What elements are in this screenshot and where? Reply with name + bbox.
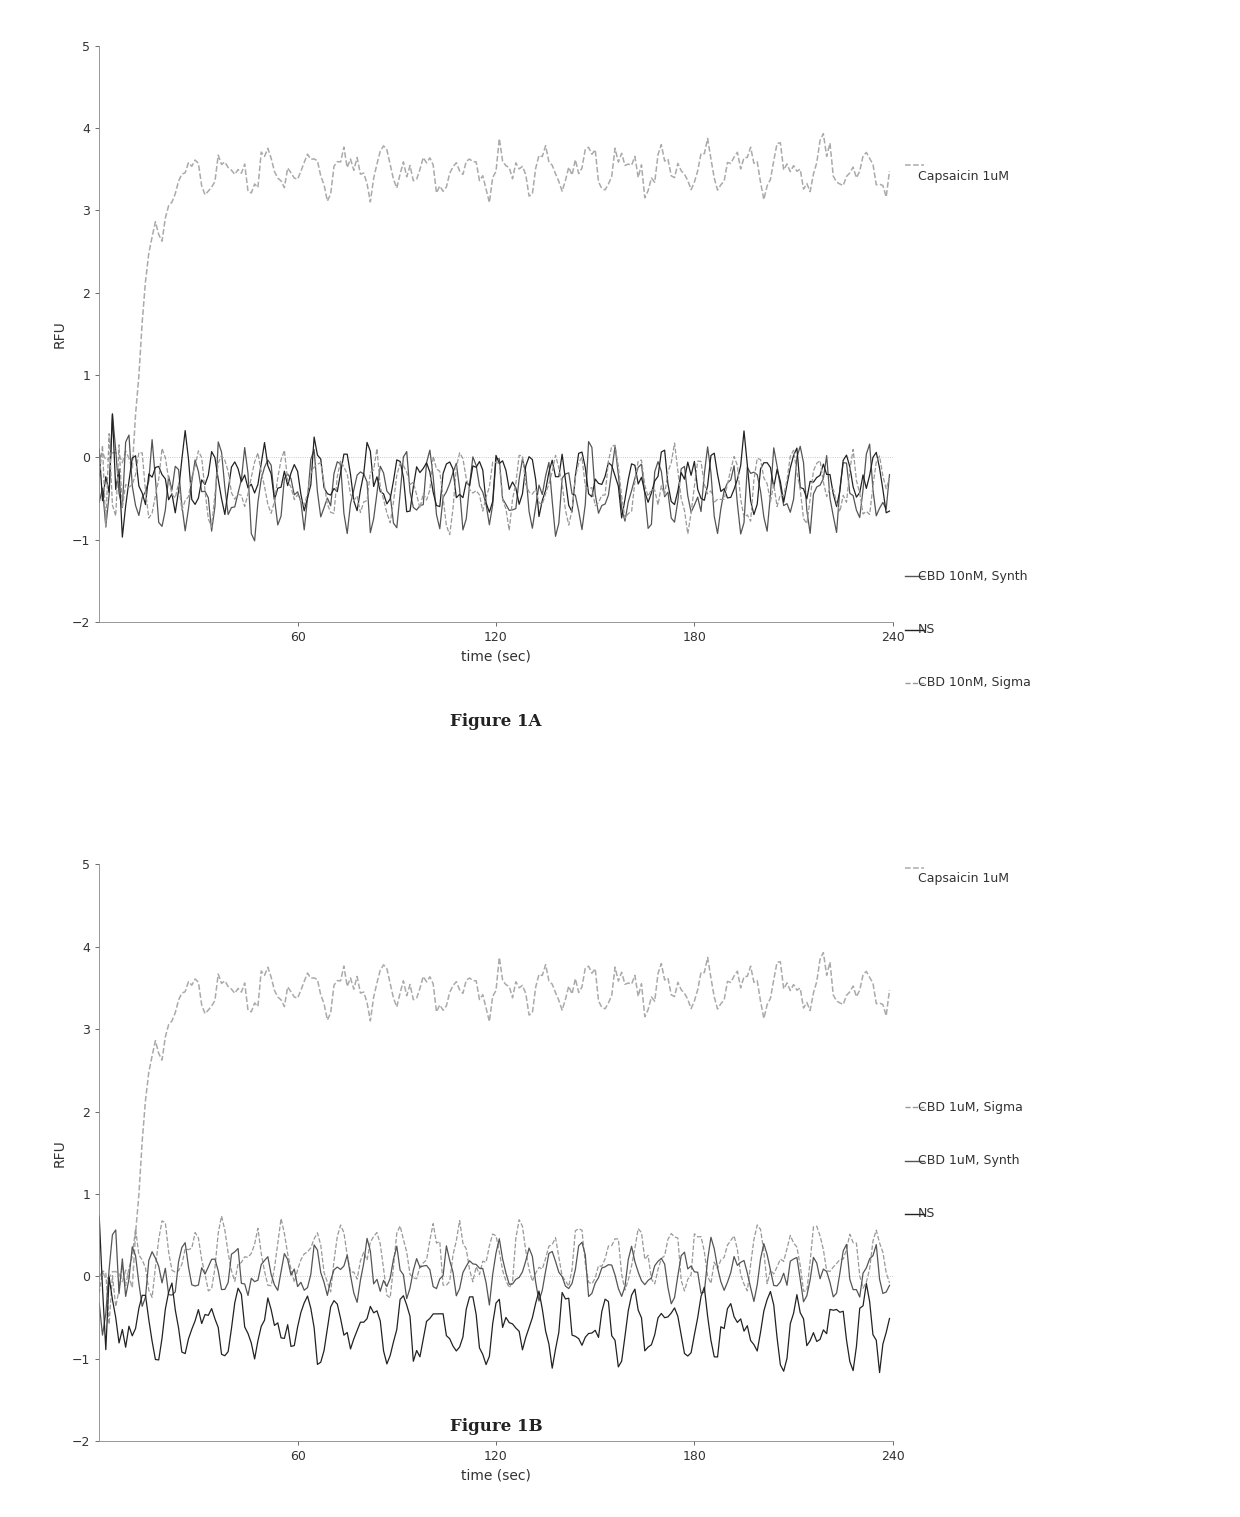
Y-axis label: RFU: RFU xyxy=(52,1139,66,1167)
Text: CBD 10nM, Sigma: CBD 10nM, Sigma xyxy=(918,677,1030,689)
Text: Figure 1B: Figure 1B xyxy=(450,1418,542,1435)
Text: Figure 1A: Figure 1A xyxy=(450,713,542,730)
Text: NS: NS xyxy=(918,1208,935,1220)
X-axis label: time (sec): time (sec) xyxy=(461,1468,531,1482)
Text: CBD 10nM, Synth: CBD 10nM, Synth xyxy=(918,570,1027,583)
Text: CBD 1uM, Sigma: CBD 1uM, Sigma xyxy=(918,1101,1023,1113)
Text: Capsaicin 1uM: Capsaicin 1uM xyxy=(918,872,1008,886)
Text: CBD 1uM, Synth: CBD 1uM, Synth xyxy=(918,1154,1019,1167)
X-axis label: time (sec): time (sec) xyxy=(461,649,531,664)
Y-axis label: RFU: RFU xyxy=(52,320,66,347)
Text: NS: NS xyxy=(918,623,935,636)
Text: Capsaicin 1uM: Capsaicin 1uM xyxy=(918,170,1008,184)
